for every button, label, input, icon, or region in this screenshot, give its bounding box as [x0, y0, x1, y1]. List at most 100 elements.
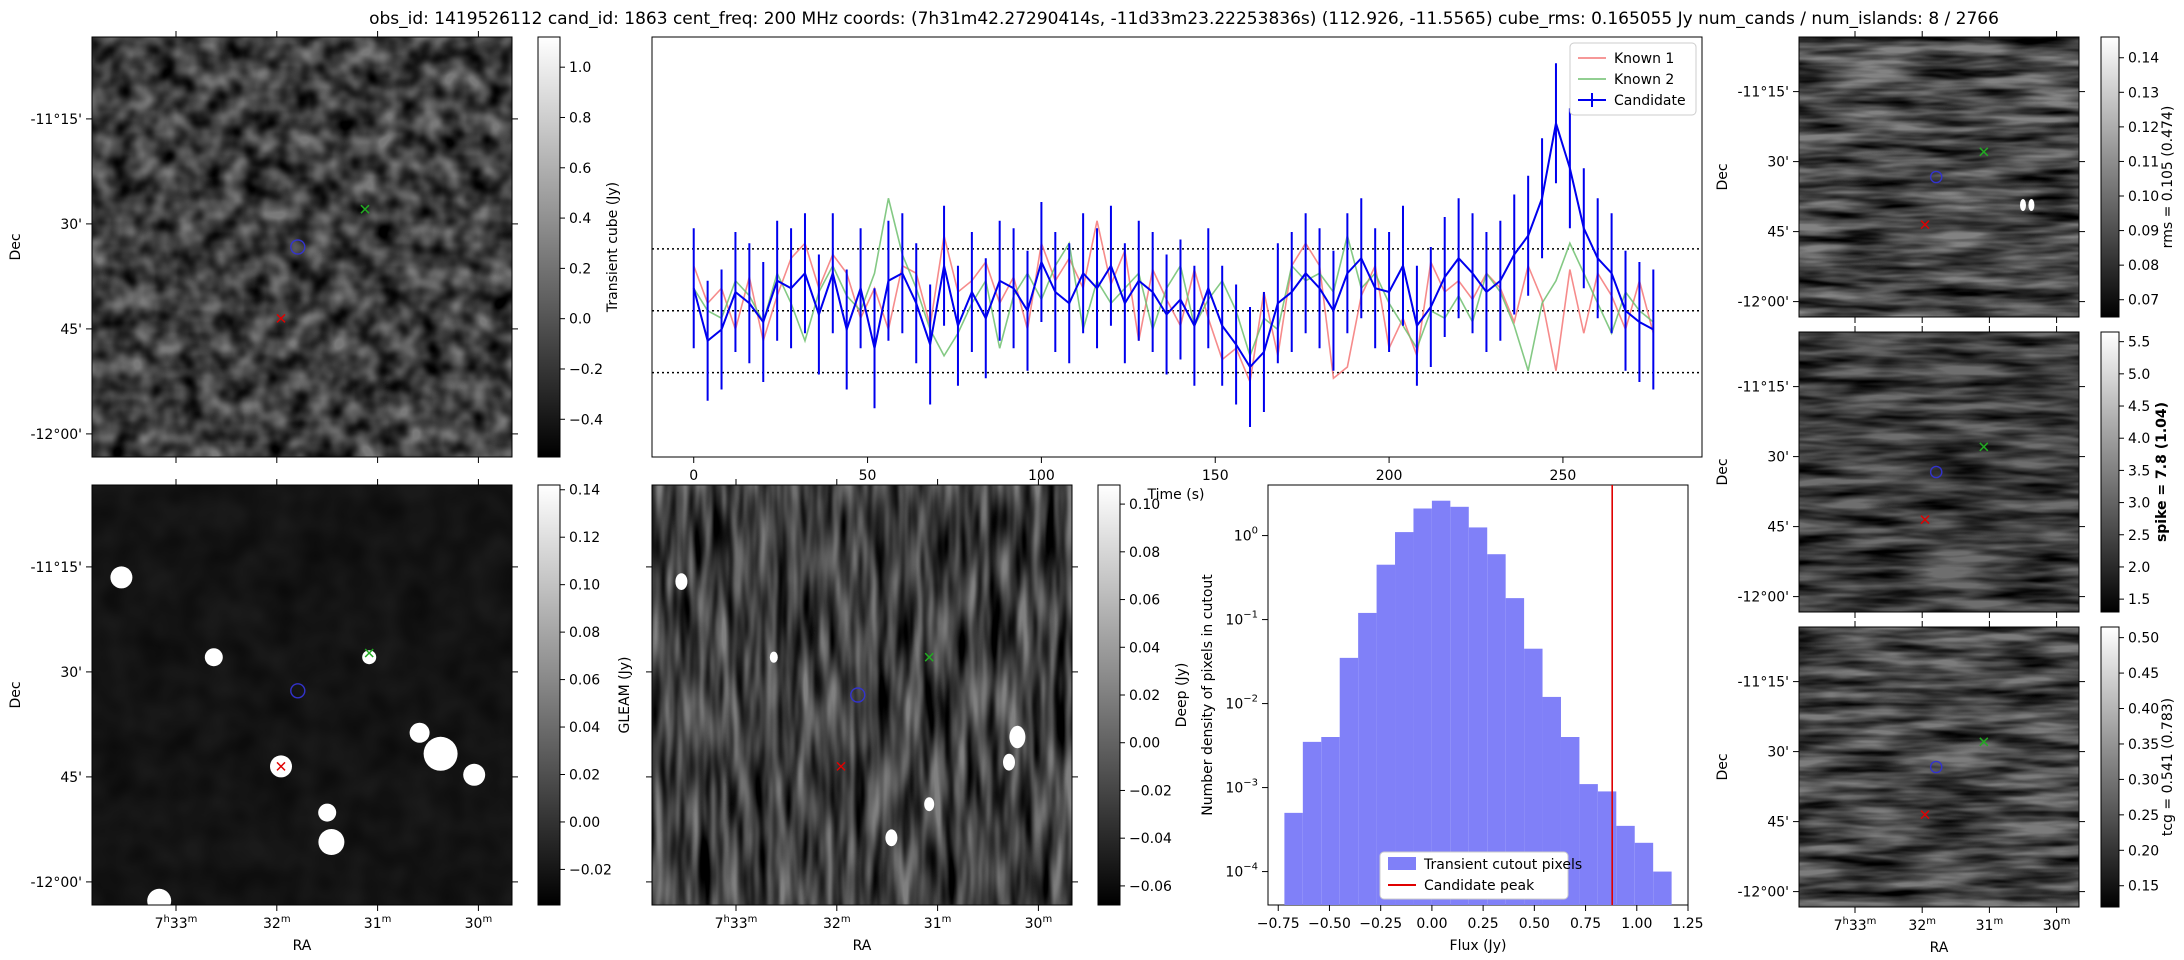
panel-spike: -11°15' 30' 45' -12°00' Dec 5.5 5.0 4.5 4.0 3.5 3.…	[1715, 326, 2170, 618]
colorbar-tick-label: 0.12	[569, 530, 600, 546]
colorbar-label: Transient cube (Jy)	[605, 182, 621, 313]
colorbar-tick-label: 0.06	[569, 673, 600, 689]
x-tick-label: 1.00	[1621, 916, 1652, 932]
colorbar-tick-label: 0.40	[2128, 702, 2159, 718]
dec-tick-label: 45'	[60, 322, 82, 338]
series-line	[692, 220, 1655, 385]
dec-tick-label: -11°15'	[30, 560, 82, 576]
colorbar-gradient	[537, 484, 561, 906]
colorbar-tick-label: 0.04	[1129, 640, 1160, 656]
histogram-bar	[1321, 737, 1340, 905]
colorbar-tick-label: 0.08	[1129, 545, 1160, 561]
candidate-position-circle	[290, 239, 306, 255]
candidate-position-circle	[1929, 760, 1943, 774]
transient-colorbar: 1.0 0.8 0.6 0.4 0.2 0.0 −0.2 −0.4 Transient cube…	[537, 36, 621, 458]
panel-tcg: 7h33m 32m 31m 30m -11°15' 30' 45' -12°00' Dec RA 0…	[1715, 621, 2176, 956]
ra-axis-label: RA	[1930, 940, 1949, 956]
green-x-marker	[1979, 442, 1989, 452]
x-marker-stroke	[276, 761, 286, 771]
histogram-bar	[1395, 532, 1414, 905]
legend-label: Known 2	[1614, 72, 1674, 88]
dec-tick-label: 30'	[1767, 450, 1789, 466]
colorbar-tick-label: 0.04	[569, 720, 600, 736]
ra-tick-label: 32m	[1908, 916, 1936, 934]
ra-tick-label: 30m	[2043, 916, 2071, 934]
legend-box	[1569, 42, 1697, 116]
x-marker-stroke	[360, 204, 370, 214]
legend-label: Transient cutout pixels	[1423, 857, 1582, 873]
series-line	[692, 122, 1654, 369]
colorbar-tick-label: 0.10	[2128, 189, 2159, 205]
dec-tick-label: -12°00'	[30, 427, 82, 443]
colorbar-tick-label: 3.5	[2128, 463, 2150, 479]
x-marker-stroke	[1979, 147, 1989, 157]
radio-source-blob	[362, 650, 377, 665]
colorbar-tick-label: 2.5	[2128, 528, 2150, 544]
ra-tick-label: 31m	[1976, 916, 2004, 934]
radio-source-blob	[204, 648, 223, 667]
y-tick-label: 10−4	[1225, 862, 1258, 881]
histogram-ylabel: Number density of pixels in cutout	[1200, 574, 1216, 816]
dec-tick-label: 45'	[1767, 225, 1789, 241]
bright-pixel	[2020, 199, 2026, 211]
dec-tick-label: -12°00'	[1737, 885, 1789, 901]
dec-tick-label: 30'	[1767, 155, 1789, 171]
radio-source-blob	[318, 829, 345, 855]
red-x-marker	[1920, 220, 1930, 230]
deep-image-texture	[652, 485, 1072, 905]
ra-axis-label: RA	[853, 938, 872, 954]
x-tick-label: −0.25	[1359, 916, 1402, 932]
legend-label: Candidate peak	[1424, 878, 1535, 894]
radio-source-blob	[675, 573, 688, 590]
x-tick-label: 50	[859, 468, 877, 484]
lightcurve-xlabel: Time (s)	[1147, 487, 1205, 503]
legend-box	[1379, 851, 1569, 900]
deep-axes-frame	[651, 484, 1073, 906]
radio-source-blob	[110, 566, 133, 589]
histogram-bar	[1634, 842, 1654, 905]
colorbar-tick-label: −0.02	[1129, 783, 1172, 799]
colorbar-tick-label: 4.5	[2128, 399, 2150, 415]
colorbar-tick-label: 0.08	[569, 625, 600, 641]
colorbar-gradient	[2100, 626, 2120, 908]
colorbar-tick-label: 0.4	[569, 211, 591, 227]
panel-transient: -11°15' 30' 45' -12°00' Dec 1.0 0.8 0.6 0.4 0.2 0.…	[8, 31, 621, 463]
light-curve-chart: 0 50 100 150 200 250 Time (s) Known 1 Known 2 Can…	[651, 36, 1703, 503]
red-x-marker	[836, 761, 846, 771]
colorbar-tick-label: 0.00	[569, 815, 600, 831]
histogram-bar	[1376, 564, 1396, 905]
colorbar-tick-label: 0.02	[569, 767, 600, 783]
histogram-bar	[1339, 657, 1359, 905]
dec-tick-label: -11°15'	[1737, 675, 1789, 691]
series-known-2	[693, 198, 1654, 371]
colorbar-tick-label: 0.25	[2128, 808, 2159, 824]
green-x-marker	[360, 204, 370, 214]
y-tick-label: 10−2	[1225, 694, 1258, 713]
dec-tick-label: -12°00'	[1737, 590, 1789, 606]
candidate-position-circle	[1929, 465, 1943, 479]
colorbar-tick-label: −0.04	[1129, 831, 1172, 847]
radio-source-blob	[423, 736, 458, 771]
transient-axes-frame	[91, 36, 513, 458]
colorbar-gradient	[2100, 331, 2120, 613]
colorbar-tick-label: 5.5	[2128, 335, 2150, 351]
histogram-bar	[1616, 825, 1635, 905]
green-x-marker	[1979, 737, 1989, 747]
colorbar-tick-label: 0.20	[2128, 843, 2159, 859]
tcg-colorbar: 0.50 0.45 0.40 0.35 0.30 0.25 0.20 0.15 tcg = 0.…	[2100, 626, 2176, 908]
ra-tick-label: 32m	[263, 914, 291, 932]
dec-tick-label: 30'	[60, 217, 82, 233]
colorbar-tick-label: 0.09	[2128, 224, 2159, 240]
histogram-bar	[1579, 784, 1598, 905]
green-x-marker	[1979, 147, 1989, 157]
colorbar-tick-label: 0.02	[1129, 688, 1160, 704]
colorbar-tick-label: 0.10	[1129, 497, 1160, 513]
dec-axis-label: Dec	[1715, 163, 1731, 190]
colorbar-tick-label: 0.11	[2128, 154, 2159, 170]
radio-source-blob	[409, 722, 430, 743]
colorbar-tick-label: 0.14	[2128, 51, 2159, 67]
colorbar-tick-label: 5.0	[2128, 367, 2150, 383]
histogram-bar	[1468, 527, 1488, 905]
series-line	[693, 198, 1654, 371]
spike-axes-frame	[1798, 331, 2080, 613]
